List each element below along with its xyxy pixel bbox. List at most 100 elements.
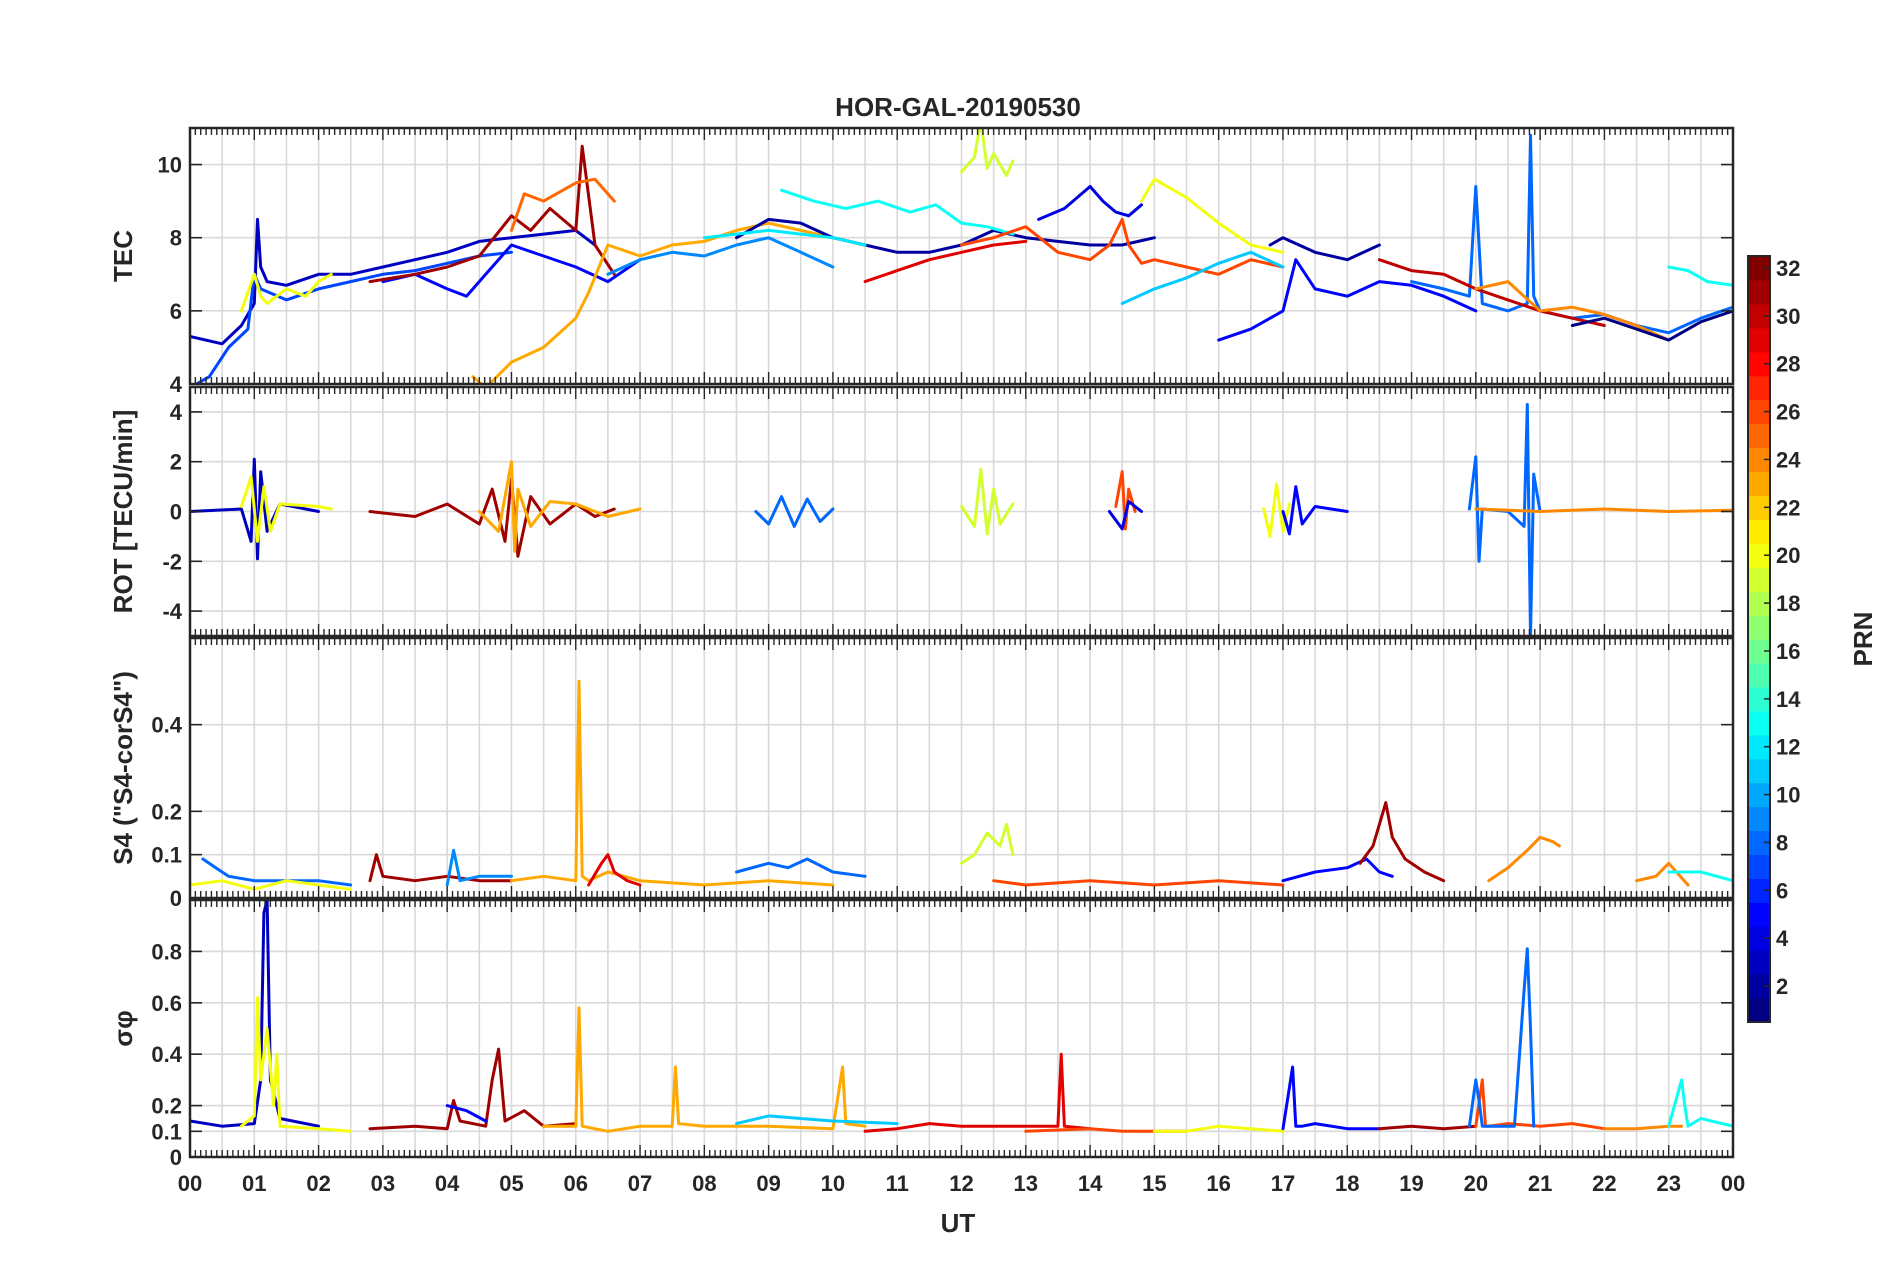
- colorbar-segment: [1748, 878, 1770, 903]
- series-line-prn-3: [190, 900, 321, 1128]
- x-tick-label: 16: [1206, 1171, 1230, 1196]
- series-line-prn-20: [239, 996, 353, 1133]
- y-tick-label: 6: [170, 299, 182, 324]
- colorbar-segment: [1748, 303, 1770, 329]
- colorbar-segment: [1748, 806, 1770, 832]
- series-line-prn-4: [1107, 500, 1143, 531]
- series-line-prn-9: [606, 236, 835, 276]
- colorbar-segment: [1748, 662, 1770, 688]
- colorbar-segment: [1748, 279, 1770, 305]
- y-axis-label: TEC: [108, 230, 138, 282]
- series-line-prn-5: [1281, 1065, 1381, 1131]
- colorbar-segment: [1748, 471, 1770, 496]
- y-tick-label: -4: [162, 599, 182, 624]
- colorbar-tick-label: 4: [1776, 926, 1789, 951]
- series-line-prn-13: [1667, 265, 1733, 287]
- colorbar-segment: [1748, 998, 1770, 1023]
- x-tick-label: 03: [371, 1171, 395, 1196]
- x-tick-label: 13: [1014, 1171, 1038, 1196]
- series-line-prn-24: [1602, 1124, 1684, 1131]
- series-line-prn-8: [754, 495, 835, 528]
- y-tick-label: 0.8: [151, 939, 182, 964]
- series-line-prn-8: [1410, 133, 1733, 335]
- series-line-prn-26: [1114, 470, 1137, 531]
- series-line-prn-5: [1217, 258, 1478, 342]
- colorbar-tick-label: 28: [1776, 352, 1800, 377]
- x-tick-labels: 00 01 02 03 04 05 06 07 08 09 10 11 12 13 14 15 16 17 18 19…: [178, 1171, 1745, 1196]
- panel-2: -4 -2 0 2 4 ROT [TECU/min]: [108, 385, 1735, 638]
- x-tick-label: 04: [435, 1171, 460, 1196]
- colorbar-label: PRN: [1848, 612, 1878, 667]
- series-line-prn-2: [735, 217, 1156, 254]
- series-line-prn-26: [992, 879, 1285, 887]
- series-line-prn-31: [368, 144, 616, 284]
- y-tick-label: 0: [170, 500, 182, 525]
- y-tick-label: 0.4: [151, 713, 182, 738]
- x-tick-label: 11: [886, 1171, 909, 1196]
- colorbar-segment: [1748, 615, 1770, 640]
- series-line-prn-29: [863, 1052, 1092, 1133]
- colorbar-tick-label: 22: [1776, 495, 1800, 520]
- series-line-prn-8: [735, 857, 867, 878]
- colorbar-segment: [1748, 639, 1770, 664]
- series-line-prn-2: [1268, 236, 1381, 262]
- colorbar-segment: [1748, 734, 1770, 760]
- colorbar-segment: [1748, 543, 1770, 568]
- series-line-prn-12: [702, 228, 867, 247]
- series-line-prn-19: [960, 128, 1015, 177]
- x-tick-label: 17: [1271, 1171, 1295, 1196]
- x-tick-label: 15: [1142, 1171, 1166, 1196]
- x-tick-label: 19: [1399, 1171, 1423, 1196]
- colorbar-segment: [1748, 256, 1770, 281]
- colorbar-tick-label: 18: [1776, 591, 1800, 616]
- series-line-prn-30: [1377, 258, 1606, 327]
- series-line-prn-24: [1635, 861, 1690, 887]
- y-tick-label: 4: [170, 372, 183, 397]
- x-tick-label: 18: [1335, 1171, 1359, 1196]
- x-tick-label: 08: [692, 1171, 716, 1196]
- x-tick-label: 12: [949, 1171, 973, 1196]
- series-line-prn-13: [780, 188, 1015, 236]
- series-line-prn-23: [542, 1006, 867, 1133]
- x-tick-label: 23: [1656, 1171, 1680, 1196]
- x-tick-label: 10: [821, 1171, 845, 1196]
- series-line-prn-24: [1474, 280, 1671, 342]
- x-tick-label: 20: [1464, 1171, 1488, 1196]
- x-tick-label: 22: [1592, 1171, 1616, 1196]
- series-line-prn-19: [960, 822, 1015, 865]
- panel-3: 0 0.1 0.2 0.4 S4 ("S4-corS4"): [108, 636, 1735, 911]
- y-axis-label: σφ: [108, 1010, 138, 1046]
- series-line-prn-3: [190, 217, 597, 346]
- series-line-prn-20: [239, 475, 333, 543]
- y-tick-label: 0: [170, 1145, 182, 1170]
- series-line-prn-13: [1667, 1078, 1733, 1128]
- series-line-prn-20: [190, 879, 353, 891]
- series-group: [190, 900, 1733, 1133]
- series-line-prn-19: [960, 467, 1015, 536]
- series-line-prn-23: [477, 460, 642, 553]
- series-line-prn-11: [735, 1114, 899, 1126]
- series-group: [190, 128, 1733, 384]
- series-line-prn-9: [445, 848, 513, 887]
- colorbar-segment: [1748, 686, 1770, 712]
- series-line-prn-31: [368, 1047, 578, 1131]
- colorbar-tick-label: 26: [1776, 400, 1800, 425]
- colorbar-segment: [1748, 782, 1770, 808]
- x-tick-label: 02: [306, 1171, 330, 1196]
- colorbar-segment: [1748, 902, 1770, 927]
- x-tick-label: 06: [564, 1171, 588, 1196]
- series-line-prn-5: [1281, 485, 1349, 536]
- x-tick-label: 05: [499, 1171, 523, 1196]
- x-tick-label: 07: [628, 1171, 652, 1196]
- colorbar-segment: [1748, 447, 1770, 473]
- colorbar-tick-label: 2: [1776, 974, 1788, 999]
- series-line-prn-20: [239, 272, 333, 313]
- colorbar-segment: [1748, 327, 1770, 353]
- series-line-prn-13: [1667, 870, 1733, 883]
- x-tick-label: 09: [756, 1171, 780, 1196]
- colorbar-tick-label: 24: [1776, 447, 1801, 472]
- colorbar-tick-label: 32: [1776, 256, 1800, 281]
- y-tick-label: 0.2: [151, 799, 182, 824]
